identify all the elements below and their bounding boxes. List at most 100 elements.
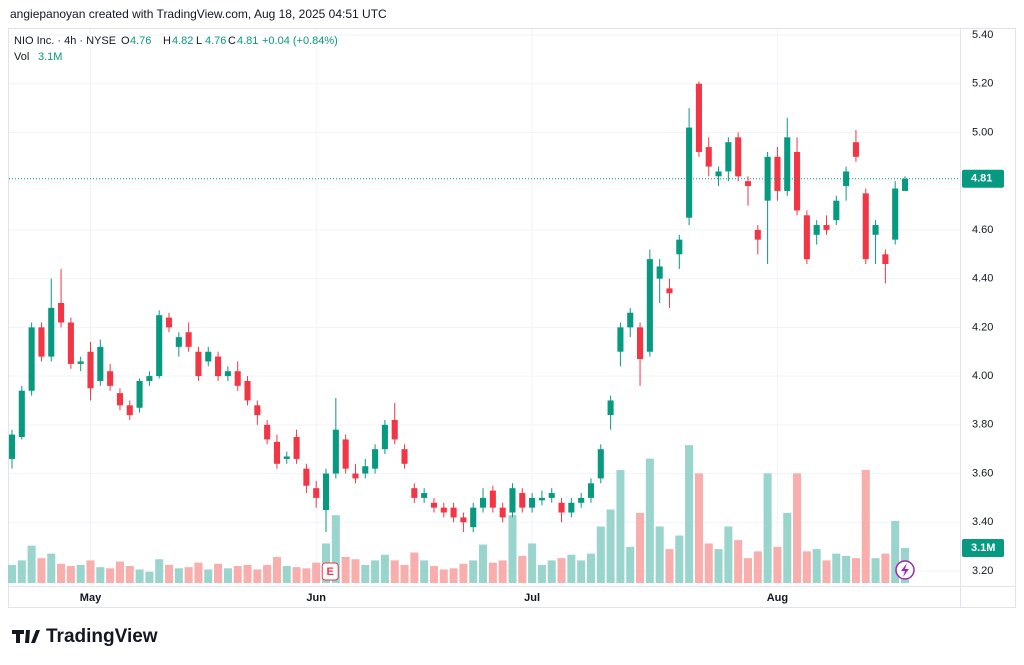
volume-title: Vol: [14, 51, 29, 63]
volume-bar: [361, 564, 370, 583]
x-tick-label: Jul: [524, 592, 540, 604]
candle-body: [381, 424, 388, 450]
candle-body: [352, 473, 359, 479]
volume-bar: [763, 473, 772, 583]
volume-bar: [891, 520, 900, 583]
volume-bar: [645, 458, 654, 583]
ohlc-value: 4.81: [237, 35, 258, 47]
volume-bar: [802, 551, 811, 583]
candle-body: [303, 468, 310, 486]
candle-body: [460, 517, 467, 523]
volume-bar: [783, 512, 792, 583]
x-tick-label: Aug: [767, 592, 788, 604]
volume-bar: [812, 549, 821, 583]
candle-body: [568, 502, 575, 513]
volume-bar: [567, 554, 576, 583]
candle-body: [175, 337, 182, 347]
y-tick-label: 3.80: [972, 419, 993, 431]
candle-body: [892, 188, 899, 240]
volume-bar: [410, 552, 419, 583]
y-tick-label: 4.40: [972, 273, 993, 285]
volume-badge: [962, 538, 1004, 557]
candle-body: [784, 137, 791, 191]
volume-bar: [596, 526, 605, 583]
volume-bar: [214, 563, 223, 583]
volume-bar: [498, 560, 507, 583]
candle-body: [735, 137, 742, 177]
candle-body: [499, 507, 506, 518]
ohlc-letter: C: [228, 35, 236, 47]
volume-bar: [871, 558, 880, 583]
ohlc-letter: H: [163, 35, 171, 47]
candle-body: [695, 83, 702, 152]
chart-frame: [8, 28, 1016, 608]
volume-bar: [665, 549, 674, 583]
ohlc-value: 4.76: [205, 35, 226, 47]
volume-bar: [223, 568, 232, 583]
candle-body: [833, 200, 840, 221]
volume-bar: [675, 535, 684, 583]
volume-bar: [155, 559, 164, 583]
candle-body: [107, 371, 114, 386]
candle-body: [215, 356, 222, 377]
plot-area: [7, 29, 960, 586]
x-tick-label: May: [80, 592, 102, 604]
volume-bar: [694, 473, 703, 583]
volume-legend-value: 3.1M: [38, 51, 62, 63]
candle-body: [901, 178, 909, 191]
volume-bar: [793, 473, 802, 583]
candle-body: [656, 266, 663, 279]
candle-body: [28, 327, 35, 391]
candle-body: [224, 371, 231, 377]
candle-body: [607, 400, 614, 416]
candle-body: [794, 151, 801, 211]
candle-body: [38, 327, 45, 357]
candle-body: [587, 483, 595, 498]
candle-body: [705, 147, 712, 167]
ohlc-value: 4.82: [172, 35, 193, 47]
candle-body: [264, 424, 271, 440]
volume-bar: [341, 557, 350, 583]
volume-bar: [449, 568, 458, 583]
candle-body: [754, 229, 761, 240]
last-price-badge: [962, 169, 1004, 188]
volume-bar: [420, 560, 429, 583]
ohlc-letter: L: [196, 35, 202, 47]
candle-body: [234, 371, 241, 386]
candle-body: [872, 225, 879, 235]
candle-body: [813, 225, 820, 235]
volume-bar: [135, 569, 144, 583]
volume-bar: [302, 568, 311, 583]
volume-bar: [243, 564, 252, 583]
volume-bar: [537, 564, 546, 583]
volume-bar: [881, 553, 890, 583]
candle-body: [293, 437, 300, 459]
candle-body: [254, 405, 261, 416]
volume-bar: [439, 569, 448, 583]
volume-bar: [518, 555, 527, 583]
volume-bar: [331, 515, 340, 583]
candle-body: [77, 361, 84, 364]
candle-body: [529, 497, 536, 508]
y-tick-label: 3.20: [972, 565, 993, 577]
volume-bar: [292, 567, 301, 583]
logo-text: TradingView: [46, 626, 158, 647]
candle-body: [87, 351, 94, 389]
candle-body: [725, 142, 732, 172]
candle-body: [244, 380, 251, 401]
candle-body: [764, 156, 771, 201]
volume-bar: [351, 559, 360, 583]
candle-body: [637, 327, 644, 360]
volume-bar: [685, 445, 694, 583]
volume-bar: [380, 554, 389, 583]
candle-body: [676, 239, 683, 255]
volume-bar: [400, 564, 409, 583]
candle-body: [283, 456, 290, 459]
candle-body: [882, 254, 889, 265]
volume-bar: [125, 566, 134, 583]
volume-bar: [184, 567, 193, 583]
candle-body: [421, 493, 428, 498]
volume-bar: [714, 549, 723, 583]
volume-bar: [371, 560, 380, 583]
